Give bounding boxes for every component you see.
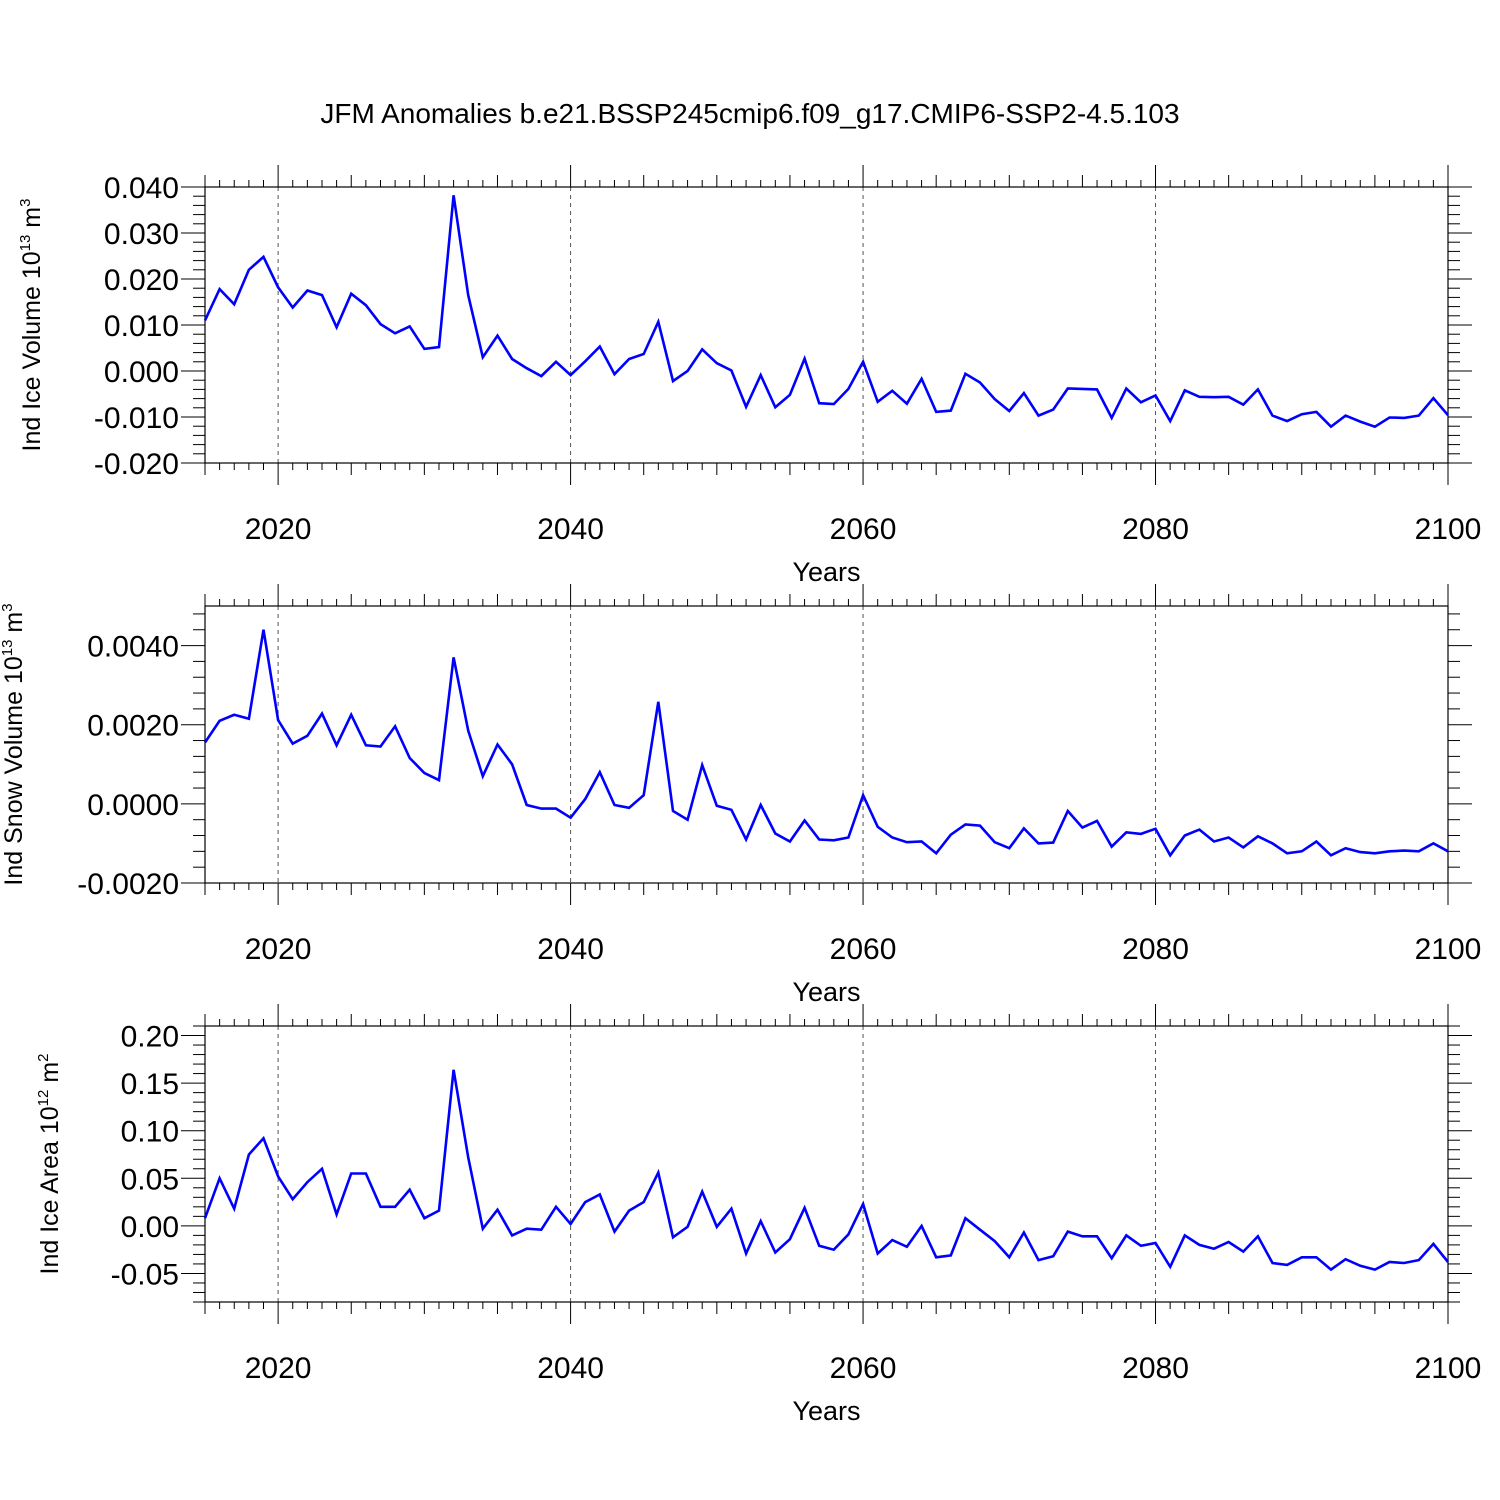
x-tick-label: 2080 xyxy=(1122,513,1189,546)
x-tick-label: 2100 xyxy=(1415,933,1482,966)
x-tick-label: 2060 xyxy=(830,933,897,966)
y-tick-label: -0.05 xyxy=(111,1258,179,1291)
x-tick-label: 2080 xyxy=(1122,1352,1189,1385)
y-axis-label: Ind Ice Volume 1013 m3 xyxy=(17,199,46,452)
x-axis-label: Years xyxy=(792,977,860,1007)
y-tick-label: 0.020 xyxy=(104,264,179,297)
series-line xyxy=(203,195,1449,429)
y-tick-label: 0.0000 xyxy=(87,789,179,822)
x-tick-label: 2080 xyxy=(1122,933,1189,966)
plot-frame xyxy=(204,186,1449,464)
y-tick-label: -0.0020 xyxy=(77,868,179,901)
panel-snow-volume: 0.0040 0.0020 0.0000 -0.0020 2020 2040 2060 208… xyxy=(0,584,1481,1007)
x-tick-label: 2020 xyxy=(245,933,312,966)
plot-frame xyxy=(204,605,1449,884)
series-line xyxy=(203,629,1449,858)
y-tick-label: 0.030 xyxy=(104,218,179,251)
x-tick-label: 2060 xyxy=(830,513,897,546)
figure-title: JFM Anomalies b.e21.BSSP245cmip6.f09_g17… xyxy=(320,98,1180,129)
y-tick-label: 0.10 xyxy=(121,1116,179,1149)
x-tick-label: 2040 xyxy=(537,933,604,966)
panel-ice-area: 0.20 0.15 0.10 0.05 0.00 -0.05 2020 2040 2060 208… xyxy=(35,1004,1481,1426)
plot-frame xyxy=(204,1025,1449,1303)
y-tick-label: 0.010 xyxy=(104,310,179,343)
x-tick-label: 2100 xyxy=(1415,513,1482,546)
y-tick-label: -0.020 xyxy=(94,448,179,481)
x-tick-label: 2020 xyxy=(245,513,312,546)
y-tick-label: 0.000 xyxy=(104,356,179,389)
y-tick-label: 0.15 xyxy=(121,1068,179,1101)
y-tick-label: 0.05 xyxy=(121,1163,179,1196)
x-tick-label: 2100 xyxy=(1415,1352,1482,1385)
y-tick-label: 0.20 xyxy=(121,1021,179,1054)
x-tick-label: 2060 xyxy=(830,1352,897,1385)
x-tick-label: 2040 xyxy=(537,513,604,546)
y-tick-label: 0.00 xyxy=(121,1211,179,1244)
panel-ice-volume: 0.040 0.030 0.020 0.010 0.000 -0.010 -0.020 202… xyxy=(17,165,1481,587)
x-tick-label: 2040 xyxy=(537,1352,604,1385)
y-tick-label: 0.040 xyxy=(104,172,179,205)
y-tick-label: 0.0040 xyxy=(87,631,179,664)
y-axis-label: Ind Ice Area 1012 m2 xyxy=(35,1054,64,1275)
y-tick-label: -0.010 xyxy=(94,402,179,435)
x-axis-label: Years xyxy=(792,1396,860,1426)
x-tick-label: 2020 xyxy=(245,1352,312,1385)
series-line xyxy=(203,1069,1450,1272)
y-tick-label: 0.0020 xyxy=(87,710,179,743)
y-axis-label: Ind Snow Volume 1013 m3 xyxy=(0,603,28,885)
x-axis-label: Years xyxy=(792,557,860,587)
